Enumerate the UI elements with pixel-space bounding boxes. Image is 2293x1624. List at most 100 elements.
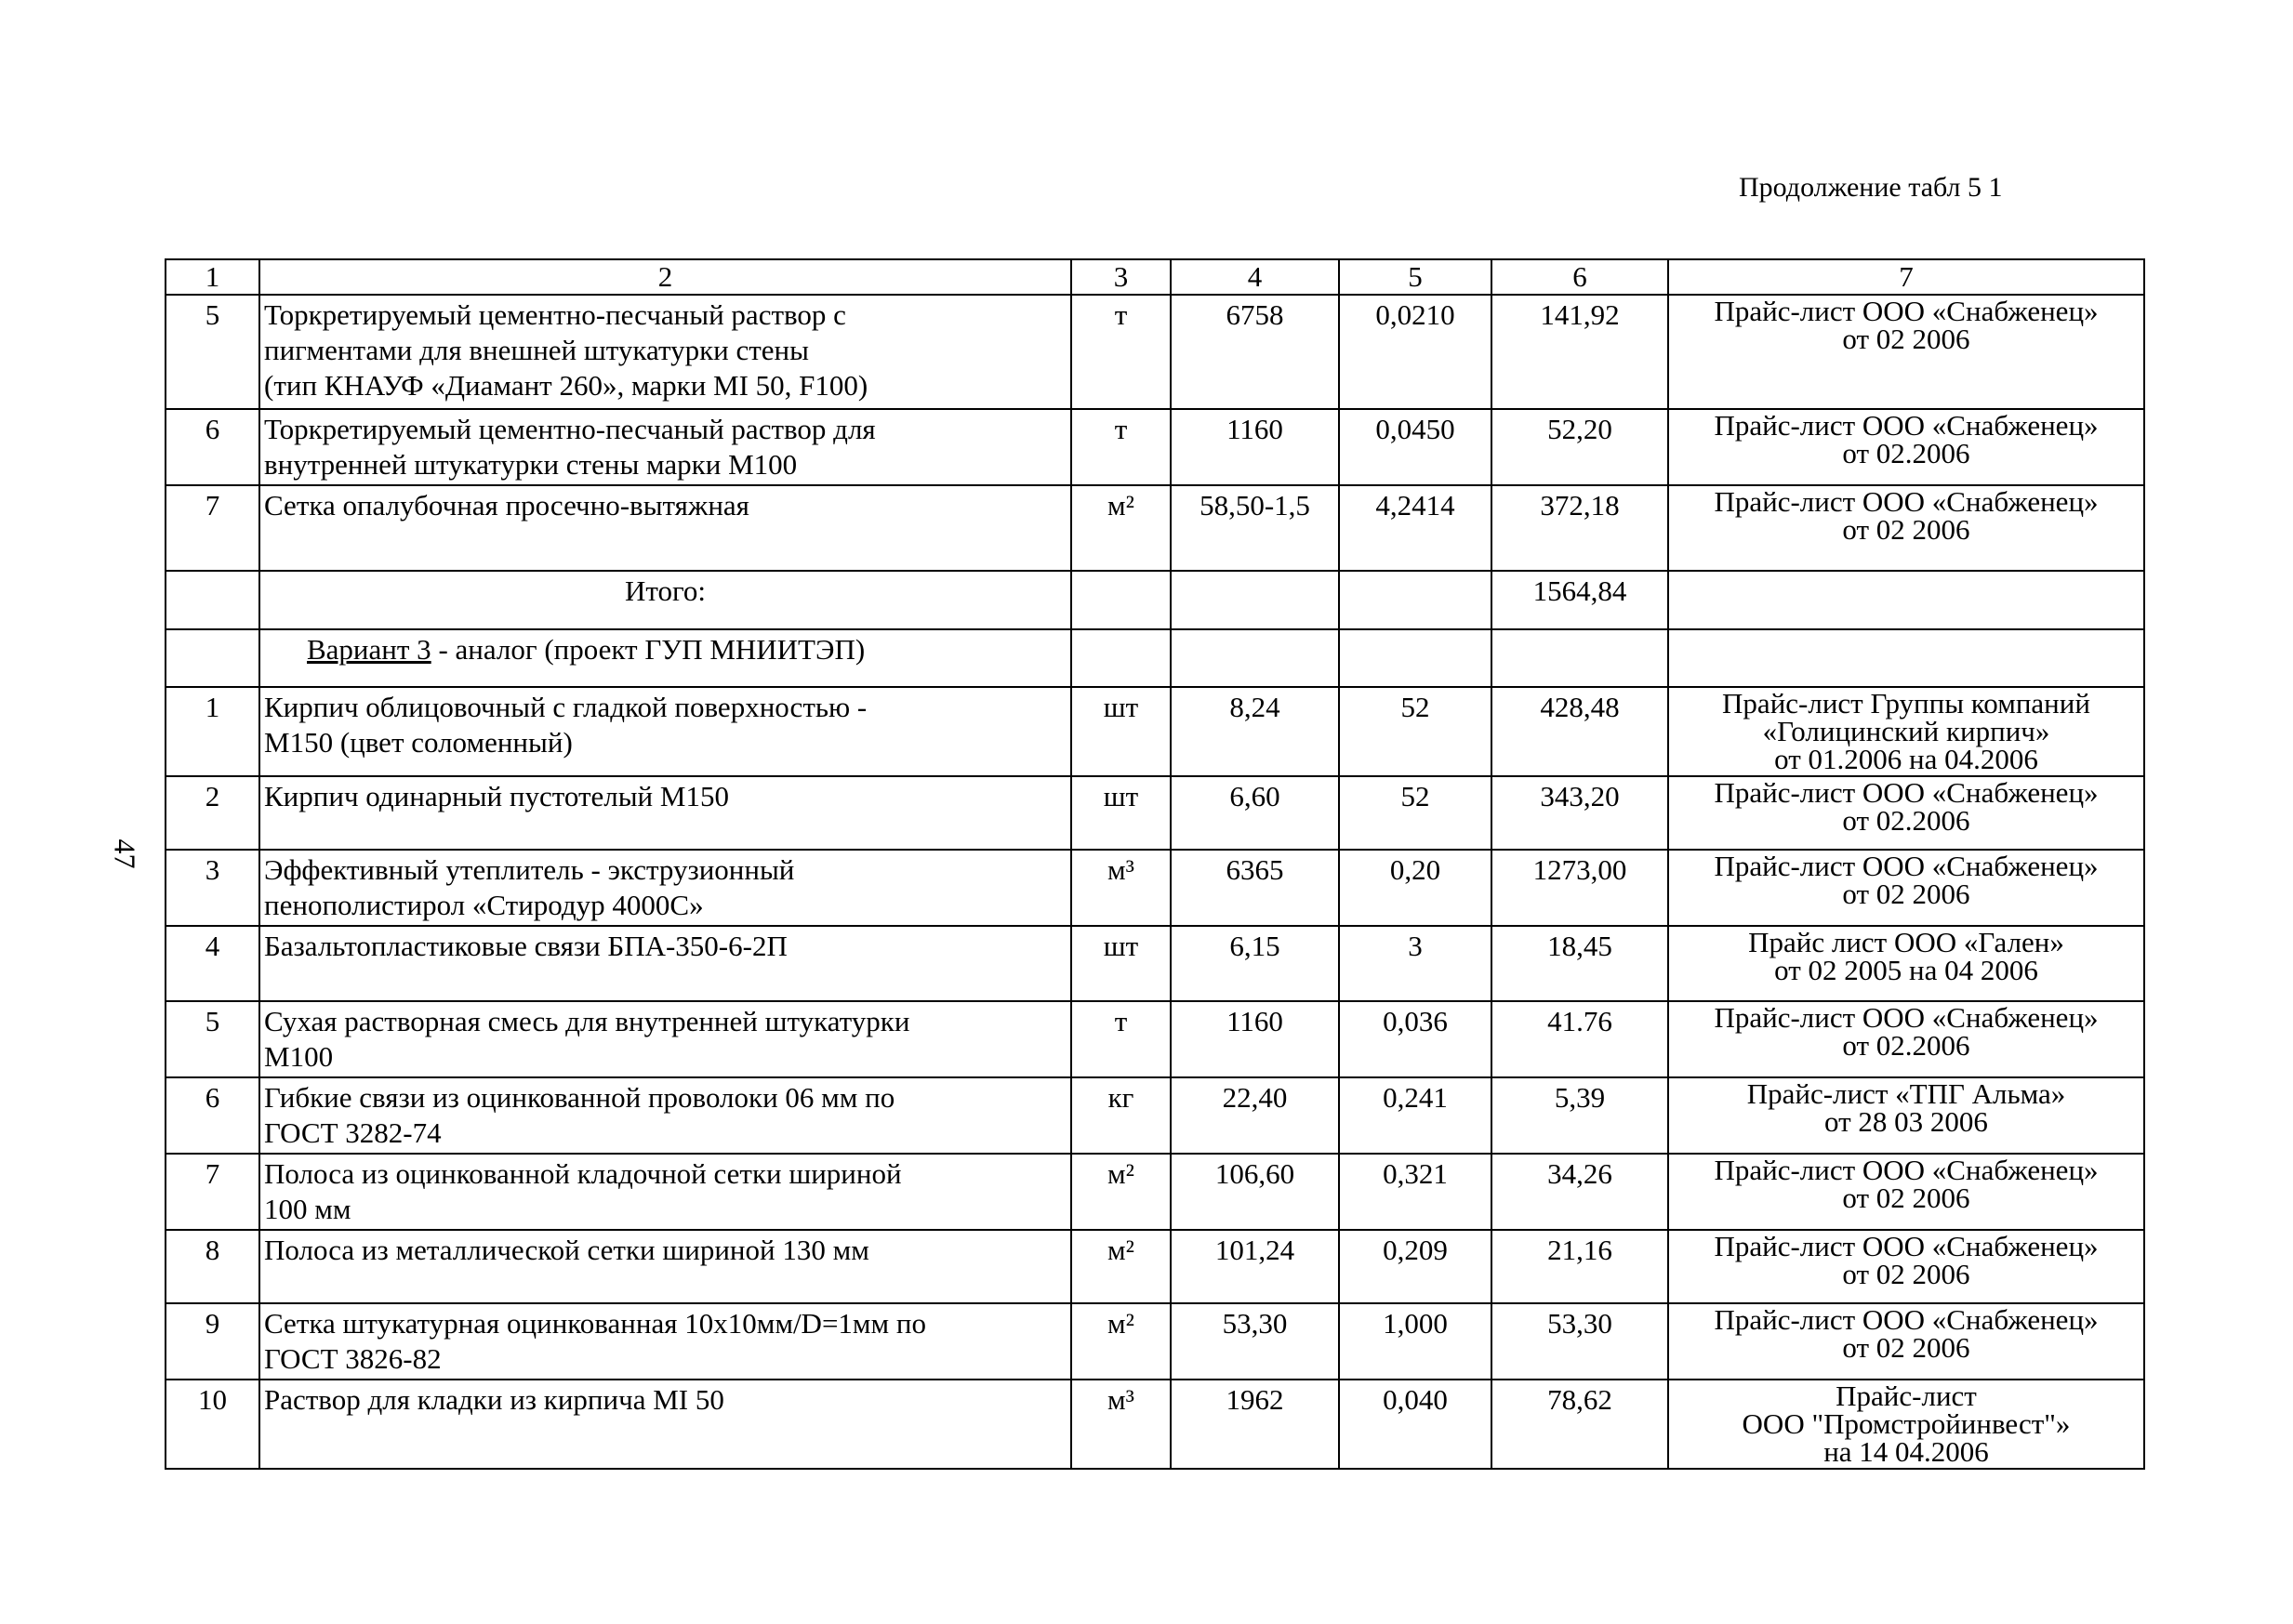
unit: т [1070,408,1172,486]
price-source: Прайс-лист ООО «Снабженец» от 02.2006 [1667,1000,2145,1078]
unit-price: 106,60 [1170,1153,1340,1231]
item-description: Кирпич облицовочный с гладкой поверхност… [258,686,1072,777]
unit: м² [1070,1229,1172,1304]
quantity: 0,241 [1338,1076,1492,1155]
item-description: Гибкие связи из оцинкованной проволоки 0… [258,1076,1072,1155]
header-cell: 4 [1170,258,1340,296]
item-description: Сетка опалубочная просечно-вытяжная [258,484,1072,572]
row-number: 4 [165,925,260,1002]
header-cell: 1 [165,258,260,296]
total-label: Итого: [258,570,1072,630]
unit-price: 1160 [1170,408,1340,486]
unit: м² [1070,1302,1172,1380]
unit-price: 6758 [1170,294,1340,410]
quantity: 0,209 [1338,1229,1492,1304]
empty-cell [1491,628,1669,688]
empty-cell [165,570,260,630]
table-row: 8 Полоса из металлической сетки шириной 1… [165,1229,2145,1304]
unit: м² [1070,484,1172,572]
row-number: 5 [165,1000,260,1078]
table-row: 6 Торкретируемый цементно-песчаный раство… [165,408,2145,486]
item-description: Торкретируемый цементно-песчаный раствор… [258,408,1072,486]
quantity: 0,036 [1338,1000,1492,1078]
variant-heading: Вариант 3 - аналог (проект ГУП МНИИТЭП) [258,628,1072,688]
table-row: 5 Торкретируемый цементно-песчаный раство… [165,294,2145,410]
cost: 5,39 [1491,1076,1669,1155]
cost: 428,48 [1491,686,1669,777]
item-description: Эффективный утеплитель - экструзионный п… [258,849,1072,927]
item-description: Кирпич одинарный пустотелый М150 [258,775,1072,851]
price-source: Прайс-лист ООО «Снабженец» от 02 2006 [1667,849,2145,927]
page-number: 47 [108,838,142,869]
total-row: Итого: 1564,84 [165,570,2145,630]
cost: 53,30 [1491,1302,1669,1380]
row-number: 10 [165,1379,260,1470]
item-description: Сетка штукатурная оцинкованная 10х10мм/D… [258,1302,1072,1380]
empty-cell [1667,628,2145,688]
cost: 18,45 [1491,925,1669,1002]
cost: 343,20 [1491,775,1669,851]
cost: 41.76 [1491,1000,1669,1078]
row-number: 5 [165,294,260,410]
price-source: Прайс-лист ООО «Снабженец» от 02 2006 [1667,1229,2145,1304]
price-source: Прайс-лист «ТПГ Альма» от 28 03 2006 [1667,1076,2145,1155]
cost: 52,20 [1491,408,1669,486]
cost: 372,18 [1491,484,1669,572]
unit-price: 8,24 [1170,686,1340,777]
table-row: 10 Раствор для кладки из кирпича МI 50 м³ 1… [165,1379,2145,1470]
row-number: 8 [165,1229,260,1304]
cost: 141,92 [1491,294,1669,410]
price-source: Прайс-лист ООО «Снабженец» от 02.2006 [1667,775,2145,851]
item-description: Торкретируемый цементно-песчаный раствор… [258,294,1072,410]
header-cell: 6 [1491,258,1669,296]
variant-heading-row: Вариант 3 - аналог (проект ГУП МНИИТЭП) [165,628,2145,688]
unit-price: 6,60 [1170,775,1340,851]
unit: м² [1070,1153,1172,1231]
unit-price: 101,24 [1170,1229,1340,1304]
empty-cell [1170,570,1340,630]
cost: 1273,00 [1491,849,1669,927]
unit-price: 22,40 [1170,1076,1340,1155]
table-row: 6 Гибкие связи из оцинкованной проволоки … [165,1076,2145,1155]
cost: 34,26 [1491,1153,1669,1231]
empty-cell [1170,628,1340,688]
row-number: 9 [165,1302,260,1380]
price-source: Прайс лист ООО «Гален» от 02 2005 на 04 … [1667,925,2145,1002]
item-description: Базальтопластиковые связи БПА-350-6-2П [258,925,1072,1002]
variant-title: Вариант 3 [307,633,431,666]
table-row: 2 Кирпич одинарный пустотелый М150 шт 6,60 5… [165,775,2145,851]
cost: 78,62 [1491,1379,1669,1470]
header-cell: 2 [258,258,1072,296]
unit: т [1070,1000,1172,1078]
variant-subtitle: - аналог (проект ГУП МНИИТЭП) [431,633,866,666]
quantity: 0,20 [1338,849,1492,927]
header-cell: 5 [1338,258,1492,296]
empty-cell [1338,628,1492,688]
row-number: 6 [165,1076,260,1155]
unit: шт [1070,686,1172,777]
item-description: Полоса из металлической сетки шириной 13… [258,1229,1072,1304]
quantity: 52 [1338,686,1492,777]
price-source: Прайс-лист ООО «Снабженец» от 02 2006 [1667,1153,2145,1231]
price-table: 1 2 3 4 5 6 7 5 Торкретируемый цементно-п… [165,258,2145,1470]
empty-cell [1070,628,1172,688]
header-row: 1 2 3 4 5 6 7 [165,258,2145,296]
unit: м³ [1070,1379,1172,1470]
quantity: 3 [1338,925,1492,1002]
header-cell: 7 [1667,258,2145,296]
unit-price: 6,15 [1170,925,1340,1002]
empty-cell [1070,570,1172,630]
quantity: 0,0210 [1338,294,1492,410]
quantity: 0,040 [1338,1379,1492,1470]
price-source: Прайс-лист ООО «Снабженец» от 02 2006 [1667,484,2145,572]
unit-price: 1962 [1170,1379,1340,1470]
row-number: 3 [165,849,260,927]
unit-price: 1160 [1170,1000,1340,1078]
cost: 21,16 [1491,1229,1669,1304]
table-row: 7 Полоса из оцинкованной кладочной сетки … [165,1153,2145,1231]
item-description: Полоса из оцинкованной кладочной сетки ш… [258,1153,1072,1231]
row-number: 2 [165,775,260,851]
unit: шт [1070,925,1172,1002]
header-cell: 3 [1070,258,1172,296]
empty-cell [1667,570,2145,630]
